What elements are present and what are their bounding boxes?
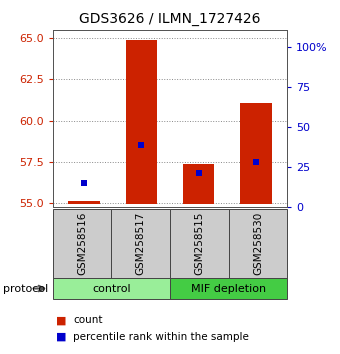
Text: ■: ■	[56, 315, 67, 325]
Bar	[240, 103, 272, 204]
Bar	[68, 200, 100, 204]
Text: ■: ■	[56, 332, 67, 342]
Text: control: control	[92, 284, 131, 293]
Text: GSM258516: GSM258516	[77, 212, 87, 275]
Text: count: count	[73, 315, 103, 325]
Text: GDS3626 / ILMN_1727426: GDS3626 / ILMN_1727426	[79, 12, 261, 27]
Text: GSM258515: GSM258515	[194, 212, 204, 275]
Text: GSM258517: GSM258517	[136, 212, 146, 275]
Text: protocol: protocol	[3, 284, 49, 293]
Bar	[126, 40, 157, 204]
Text: MIF depletion: MIF depletion	[191, 284, 266, 293]
Text: percentile rank within the sample: percentile rank within the sample	[73, 332, 249, 342]
Bar	[183, 164, 214, 204]
Text: GSM258530: GSM258530	[253, 212, 263, 275]
